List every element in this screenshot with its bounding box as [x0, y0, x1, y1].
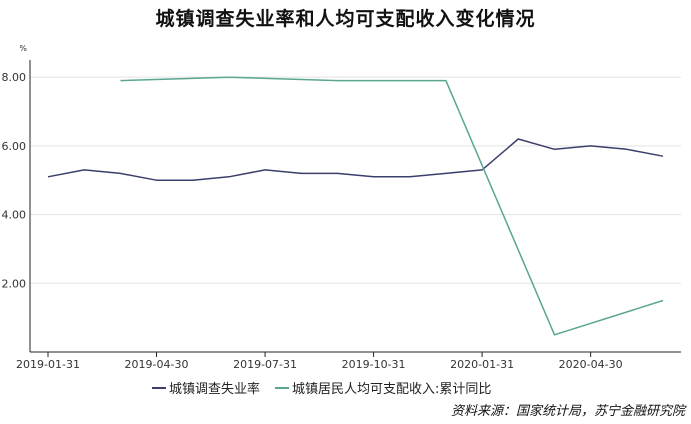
- x-tick-label: 2019-04-30: [125, 358, 189, 371]
- series-lines: [47, 76, 664, 336]
- source-note: 资料来源：国家统计局，苏宁金融研究院: [450, 404, 685, 419]
- series-line-1: [120, 76, 664, 336]
- legend-label-1: 城镇居民人均可支配收入:累计同比: [292, 382, 491, 397]
- y-tick-label: 8.00: [2, 71, 27, 84]
- grid-lines: [30, 76, 681, 284]
- y-tick-label: 2.00: [2, 277, 27, 290]
- x-tick-label: 2020-04-30: [559, 358, 623, 371]
- y-tick-label: 4.00: [2, 209, 27, 222]
- y-tick-label: 6.00: [2, 140, 27, 153]
- series-line-0: [47, 138, 664, 181]
- x-tick-label: 2019-01-31: [16, 358, 80, 371]
- y-unit-label: %: [19, 44, 27, 53]
- legend-label-0: 城镇调查失业率: [169, 381, 260, 397]
- axes: 2.00 4.00 6.00 8.00% 2019-01-31 2019-04-30 201…: [2, 44, 681, 371]
- chart-title: 城镇调查失业率和人均可支配收入变化情况: [155, 8, 536, 30]
- legend: 城镇调查失业率 城镇居民人均可支配收入:累计同比: [152, 381, 491, 397]
- x-tick-label: 2019-10-31: [342, 358, 406, 371]
- x-tick-label: 2019-07-31: [233, 358, 297, 371]
- x-tick-label: 2020-01-31: [450, 358, 514, 371]
